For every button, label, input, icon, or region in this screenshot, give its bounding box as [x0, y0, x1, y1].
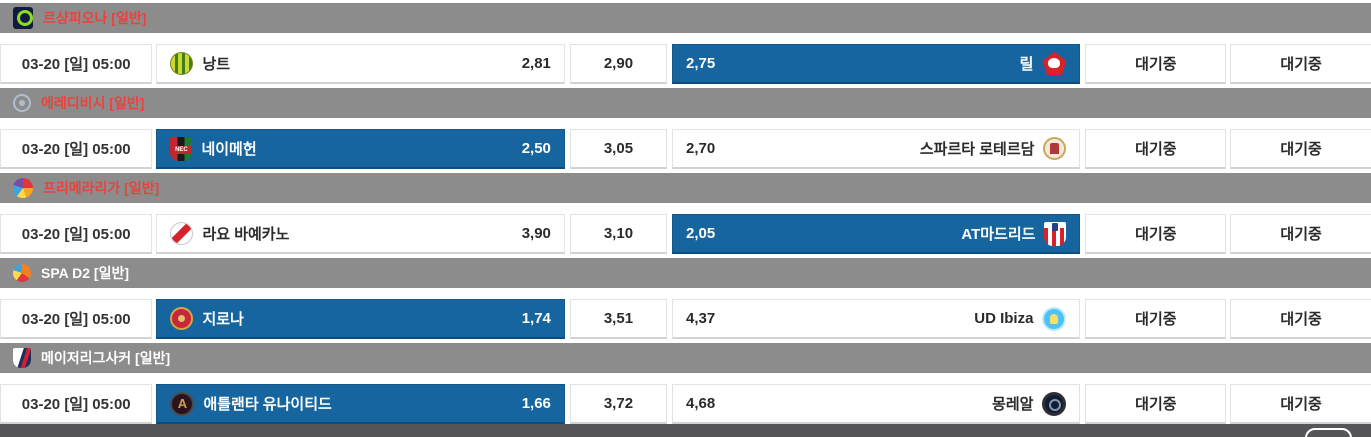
match-time: 03-20 [일] 05:00	[0, 214, 153, 254]
draw-odds-cell[interactable]: 3,10	[569, 214, 667, 254]
draw-odds-cell[interactable]: 3,05	[569, 129, 667, 169]
match-time: 03-20 [일] 05:00	[0, 299, 153, 339]
draw-odds: 3,72	[603, 395, 634, 412]
laliga2-icon	[13, 264, 31, 282]
away-odds: 4,37	[686, 310, 716, 327]
league-title: 메이저리그사커 [일반]	[41, 350, 171, 366]
home-odds: 3,90	[521, 225, 551, 242]
away-odds-cell[interactable]: 2,70 스파르타 로테르담	[672, 129, 1081, 169]
away-odds-cell[interactable]: 4,37 UD Ibiza	[672, 299, 1081, 339]
girona-crest-icon	[170, 307, 194, 330]
home-odds: 2,81	[521, 55, 551, 72]
home-odds: 2,50	[521, 140, 551, 157]
montreal-crest-icon	[1042, 391, 1067, 416]
home-team-name: 지로나	[202, 311, 244, 328]
status-cell-secondary: 대기중	[1230, 214, 1371, 254]
away-odds: 2,70	[686, 140, 716, 157]
atletico-madrid-crest-icon	[1044, 221, 1067, 246]
status-cell-secondary: 대기중	[1230, 384, 1371, 424]
match-time: 03-20 [일] 05:00	[0, 129, 153, 169]
home-odds-cell-selected[interactable]: 네이메헌 2,50	[156, 129, 565, 169]
home-odds: 1,74	[521, 310, 551, 327]
status-cell-primary: 대기중	[1085, 44, 1227, 84]
away-team-name: 몽레알	[992, 396, 1034, 413]
rayo-vallecano-crest-icon	[170, 222, 194, 245]
away-team-name: 릴	[1019, 56, 1034, 73]
league-header-ligue1[interactable]: 르샹피오나 [일반]	[0, 3, 1371, 33]
draw-odds-cell[interactable]: 2,90	[569, 44, 667, 84]
draw-odds: 2,90	[603, 55, 634, 72]
home-odds: 1,66	[521, 395, 551, 412]
league-header-eredivisie[interactable]: 에레디비시 [일반]	[0, 88, 1371, 118]
match-row: 03-20 [일] 05:00 애틀랜타 유나이티드 1,66 3,72 4,6…	[0, 384, 1371, 424]
status-cell-secondary: 대기중	[1230, 129, 1371, 169]
draw-odds-cell[interactable]: 3,72	[569, 384, 667, 424]
home-odds-cell[interactable]: 라요 바예카노 3,90	[156, 214, 565, 254]
draw-odds: 3,51	[603, 310, 634, 327]
league-header-laliga[interactable]: 프리메라리가 [일반]	[0, 173, 1371, 203]
nec-nijmegen-crest-icon	[170, 136, 193, 161]
away-team-name: 스파르타 로테르담	[919, 141, 1035, 158]
away-odds-cell[interactable]: 4,68 몽레알	[672, 384, 1081, 424]
match-row: 03-20 [일] 05:00 지로나 1,74 3,51 4,37 UD Ib…	[0, 299, 1371, 339]
away-odds-cell-selected[interactable]: 2,75 릴	[672, 44, 1081, 84]
draw-odds: 3,05	[603, 140, 634, 157]
laliga-icon	[13, 178, 33, 198]
status-cell-primary: 대기중	[1085, 384, 1227, 424]
match-time: 03-20 [일] 05:00	[0, 384, 153, 424]
match-row: 03-20 [일] 05:00 네이메헌 2,50 3,05 2,70 스파르타…	[0, 129, 1371, 169]
league-header-spa-d2[interactable]: SPA D2 [일반]	[0, 258, 1371, 288]
eredivisie-icon	[13, 94, 31, 112]
home-odds-cell[interactable]: 낭트 2,81	[156, 44, 565, 84]
league-title: SPA D2 [일반]	[41, 265, 129, 281]
draw-odds: 3,10	[603, 225, 634, 242]
match-row: 03-20 [일] 05:00 라요 바예카노 3,90 3,10 2,05 A…	[0, 214, 1371, 254]
bottom-bar	[0, 424, 1371, 437]
league-title: 르샹피오나 [일반]	[43, 10, 147, 26]
nantes-crest-icon	[170, 52, 194, 75]
ligue1-icon	[13, 7, 33, 29]
home-team-name: 애틀랜타 유나이티드	[203, 396, 332, 413]
ud-ibiza-crest-icon	[1042, 306, 1067, 331]
status-cell-primary: 대기중	[1085, 214, 1227, 254]
mls-icon	[13, 348, 31, 368]
league-title: 에레디비시 [일반]	[41, 95, 145, 111]
lille-crest-icon	[1042, 52, 1067, 75]
away-odds: 4,68	[686, 395, 716, 412]
home-team-name: 네이메헌	[201, 141, 257, 158]
status-cell-secondary: 대기중	[1230, 44, 1371, 84]
league-header-mls[interactable]: 메이저리그사커 [일반]	[0, 343, 1371, 373]
status-cell-secondary: 대기중	[1230, 299, 1371, 339]
league-title: 프리메라리가 [일반]	[43, 180, 160, 196]
home-team-name: 낭트	[202, 56, 231, 73]
home-odds-cell-selected[interactable]: 지로나 1,74	[156, 299, 565, 339]
away-team-name: AT마드리드	[961, 226, 1036, 243]
home-team-name: 라요 바예카노	[202, 226, 290, 243]
away-odds: 2,75	[686, 55, 716, 72]
sparta-rotterdam-crest-icon	[1043, 137, 1067, 160]
away-team-name: UD Ibiza	[974, 310, 1034, 327]
match-row: 03-20 [일] 05:00 낭트 2,81 2,90 2,75 릴 대기중 …	[0, 44, 1371, 84]
scroll-top-button[interactable]	[1305, 428, 1352, 437]
status-cell-primary: 대기중	[1085, 129, 1227, 169]
home-odds-cell-selected[interactable]: 애틀랜타 유나이티드 1,66	[156, 384, 565, 424]
draw-odds-cell[interactable]: 3,51	[569, 299, 667, 339]
atlanta-united-crest-icon	[170, 391, 195, 416]
away-odds-cell-selected[interactable]: 2,05 AT마드리드	[672, 214, 1081, 254]
status-cell-primary: 대기중	[1085, 299, 1227, 339]
away-odds: 2,05	[686, 225, 716, 242]
match-time: 03-20 [일] 05:00	[0, 44, 153, 84]
